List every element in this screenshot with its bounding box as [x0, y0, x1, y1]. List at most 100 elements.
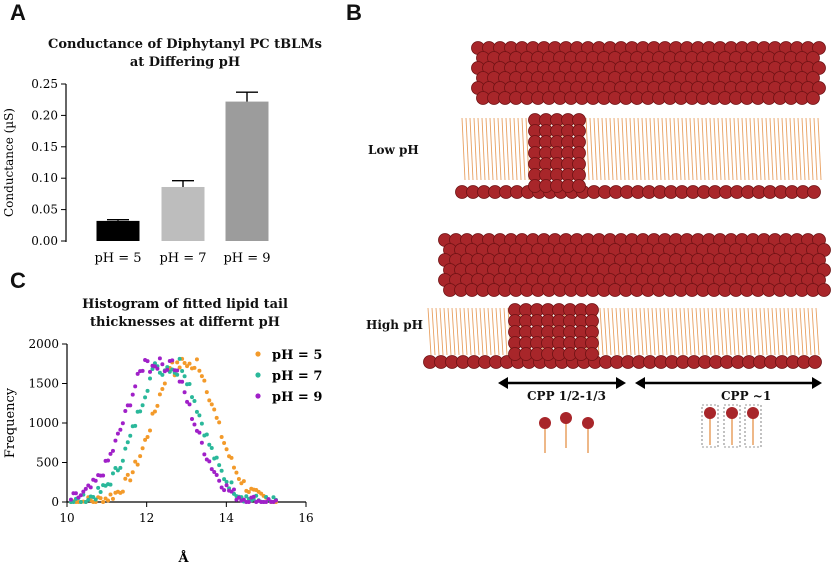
data-point — [217, 463, 222, 468]
data-point — [192, 422, 197, 427]
lipid-tail-upper — [493, 117, 498, 181]
lipid-tail-upper — [633, 117, 638, 181]
cpp-left-label: CPP 1/2-1/3 — [527, 389, 606, 403]
data-point — [219, 485, 224, 490]
lipid-tail-upper — [817, 117, 822, 181]
data-point — [133, 459, 138, 464]
lipid-tail-upper — [715, 307, 720, 356]
lipid-tail-upper — [659, 307, 664, 356]
lipid-tail-upper — [673, 117, 678, 181]
data-point — [273, 498, 278, 503]
lipid-tail-upper — [655, 307, 660, 356]
lipid-tail-upper — [611, 307, 616, 356]
lipid-icon-box — [723, 404, 741, 448]
lipid-tail-upper — [617, 117, 622, 181]
data-point — [140, 368, 145, 373]
lipid-tail-upper — [733, 117, 738, 181]
data-point — [209, 446, 214, 451]
data-point — [123, 409, 128, 414]
data-point — [128, 433, 133, 438]
data-point — [197, 430, 202, 435]
arrow-head-right — [812, 377, 822, 389]
data-point — [212, 407, 217, 412]
y-tick-label: 0.10 — [31, 171, 58, 185]
lipid-tail-upper — [451, 307, 456, 356]
lipid-tail-upper — [631, 307, 636, 356]
lipid-tail-upper — [675, 307, 680, 356]
lipid-tail-upper — [757, 117, 762, 181]
lipid-tail-upper — [653, 117, 658, 181]
lipid-tail-upper — [729, 117, 734, 181]
data-point — [71, 500, 76, 504]
lipid-tail-upper — [461, 117, 466, 181]
lipid-tail-upper — [473, 117, 478, 181]
lipid-tail-upper — [765, 117, 770, 181]
lipid-tail-upper — [731, 307, 736, 356]
data-point — [175, 360, 180, 365]
lipid-tail-upper — [609, 117, 614, 181]
data-point — [185, 364, 190, 369]
data-point — [157, 392, 162, 397]
lipid-head-upper — [812, 81, 826, 95]
lipid-tail-upper — [727, 307, 732, 356]
data-point — [204, 390, 209, 395]
lipid-tail-upper — [709, 117, 714, 181]
lipid-tail-upper — [621, 117, 626, 181]
lipid-tail-upper — [687, 307, 692, 356]
panel-b-letter: B — [346, 0, 362, 25]
lipid-tail-upper — [773, 117, 778, 181]
data-point — [234, 470, 239, 475]
lipid-tail-upper — [613, 117, 618, 181]
bar-chart: 0.00 0.05 0.10 0.15 0.20 0.25 Conductance (µS)… — [2, 77, 271, 266]
lipid-tail-upper — [585, 117, 590, 181]
data-point — [106, 498, 111, 503]
lipid-head-upper — [806, 91, 820, 105]
lipid-tail-upper — [603, 307, 608, 356]
data-point — [110, 496, 115, 501]
lipid-tail-upper — [605, 117, 610, 181]
data-point — [81, 489, 86, 494]
lipid-tail-upper — [483, 307, 488, 356]
lipid-tail-upper — [455, 307, 460, 356]
data-point — [115, 468, 120, 473]
lipid-tail-upper — [491, 307, 496, 356]
legend-label: pH = 5 — [272, 348, 322, 363]
data-point — [187, 402, 192, 407]
x-tick-label: 14 — [219, 511, 235, 525]
data-point — [251, 494, 256, 499]
data-point — [219, 434, 224, 439]
lipid-tail-upper — [791, 307, 796, 356]
data-point — [204, 432, 209, 437]
lipid-icon-head — [704, 407, 716, 419]
legend-marker — [255, 393, 261, 399]
lipid-tail-upper — [505, 117, 510, 181]
data-point — [123, 476, 128, 481]
lipid-tail-upper — [745, 117, 750, 181]
x-category-label: pH = 5 — [94, 251, 141, 266]
lipid-tail-upper — [753, 117, 758, 181]
data-point — [93, 497, 98, 502]
lipid-head-upper — [817, 283, 831, 297]
data-point — [224, 483, 229, 488]
data-point — [207, 398, 212, 403]
data-point — [138, 454, 143, 459]
data-point — [180, 379, 185, 384]
lipid-tail-upper — [691, 307, 696, 356]
lipid-tail-upper — [657, 117, 662, 181]
lipid-tail-upper — [431, 307, 436, 356]
data-point — [125, 440, 130, 445]
lipid-tail-upper — [489, 117, 494, 181]
lipid-tail-upper — [597, 117, 602, 181]
data-point — [138, 409, 143, 414]
data-point — [143, 395, 148, 400]
lipid-tail-upper — [803, 307, 808, 356]
lipid-tail-upper — [677, 117, 682, 181]
lipid-tail-upper — [685, 117, 690, 181]
data-point — [264, 500, 269, 504]
lipid-tail-upper — [525, 117, 530, 181]
lipid-tail-upper — [481, 117, 486, 181]
low-ph-label: Low pH — [368, 143, 419, 157]
data-point — [222, 488, 227, 493]
data-point — [120, 421, 125, 426]
